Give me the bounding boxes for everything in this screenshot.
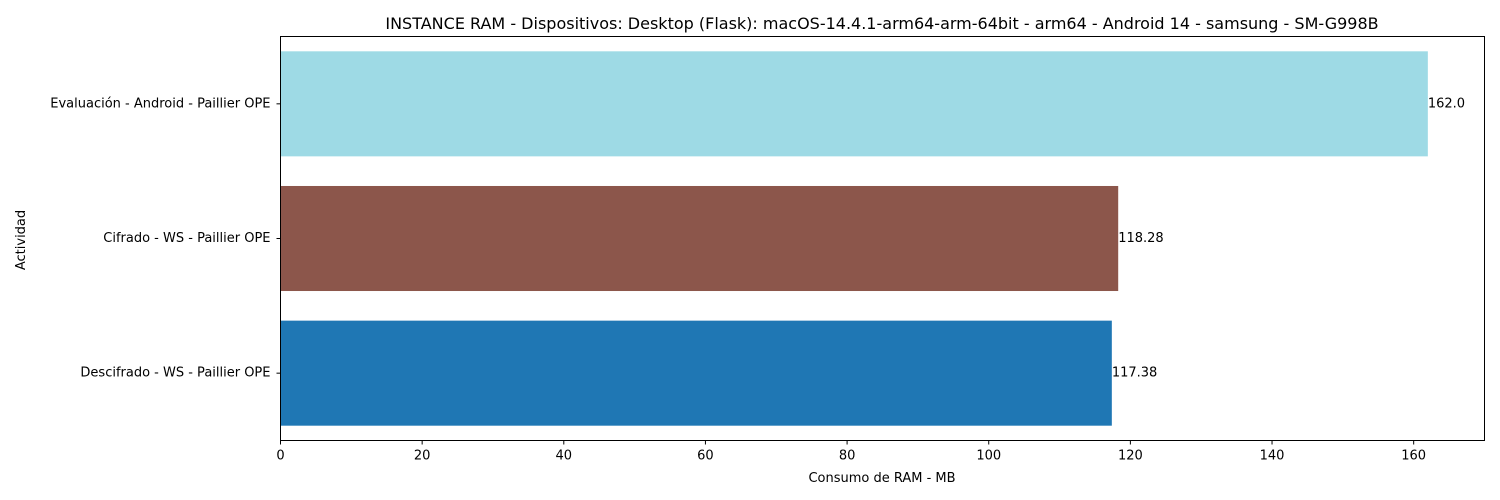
- x-tick-label: 160: [1401, 449, 1426, 464]
- x-tick-label: 20: [414, 449, 431, 464]
- bar: [280, 185, 1119, 292]
- x-tick-label: 80: [839, 449, 856, 464]
- x-tick-label: 120: [1118, 449, 1143, 464]
- chart-title: INSTANCE RAM - Dispositivos: Desktop (Fl…: [385, 14, 1378, 33]
- y-axis-ticks: Descifrado - WS - Paillier OPE Cifrado - …: [50, 96, 281, 381]
- x-axis-label: Consumo de RAM - MB: [808, 471, 955, 486]
- x-tick-label: 40: [556, 449, 573, 464]
- x-tick-label: 140: [1260, 449, 1285, 464]
- y-tick-label: Descifrado - WS - Paillier OPE: [80, 366, 270, 381]
- bars-group: [280, 51, 1428, 426]
- y-tick-label: Cifrado - WS - Paillier OPE: [103, 231, 270, 246]
- x-axis-ticks: 0 20 40 60 80 100 120 140 160: [276, 440, 1426, 464]
- bar-value-label: 162.0: [1428, 96, 1465, 111]
- y-tick-label: Evaluación - Android - Paillier OPE: [50, 96, 270, 111]
- x-tick-label: 0: [276, 449, 284, 464]
- bar-value-labels: 117.38 118.28 162.0: [1112, 96, 1465, 380]
- bar: [280, 320, 1112, 426]
- bar-value-label: 117.38: [1112, 366, 1158, 381]
- x-tick-label: 100: [976, 449, 1001, 464]
- plot-frame: [280, 36, 1485, 441]
- bar-value-label: 118.28: [1118, 231, 1164, 246]
- x-tick-label: 60: [697, 449, 714, 464]
- y-axis-label: Actividad: [14, 210, 29, 270]
- bar: [280, 51, 1428, 157]
